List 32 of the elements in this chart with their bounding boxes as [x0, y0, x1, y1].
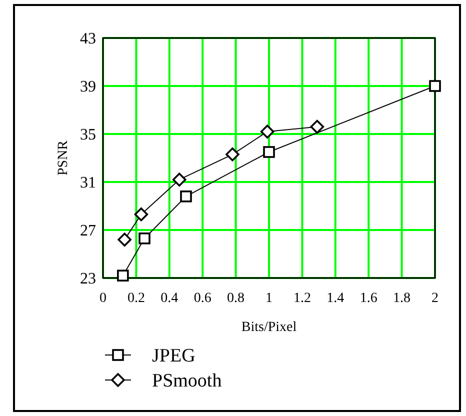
x-tick-label: 0.4 — [160, 291, 178, 306]
y-tick-label: 23 — [80, 270, 96, 288]
point — [310, 120, 324, 134]
point — [260, 124, 274, 138]
x-tick-label: 0.2 — [127, 291, 145, 306]
x-tick-label: 1.6 — [360, 291, 378, 306]
legend-label: PSmooth — [152, 370, 222, 392]
point — [134, 208, 148, 222]
y-tick-label: 35 — [80, 126, 96, 144]
x-tick-label: 0 — [100, 291, 106, 306]
y-tick-label: 31 — [80, 174, 96, 192]
point — [180, 190, 192, 202]
point — [263, 146, 275, 158]
x-tick-label: 0.8 — [227, 291, 245, 306]
y-tick-label: 27 — [80, 222, 96, 240]
x-tick-label: 1.4 — [326, 291, 344, 306]
y-tick-label: 39 — [80, 78, 96, 96]
x-tick-label: 1.8 — [393, 291, 411, 306]
x-tick-label: 0.6 — [194, 291, 212, 306]
legend-label: JPEG — [152, 346, 196, 367]
point — [172, 172, 186, 186]
point — [429, 80, 441, 92]
x-tick-label: 1 — [266, 291, 272, 306]
x-tick-label: 2 — [432, 291, 438, 306]
point — [226, 148, 240, 162]
point — [138, 232, 150, 244]
y-tick-label: 43 — [80, 30, 96, 48]
point — [118, 232, 132, 246]
y-axis-title: PSNR — [56, 140, 71, 176]
point — [117, 270, 129, 282]
x-axis-title: Bits/Pixel — [241, 320, 297, 335]
x-tick-label: 1.2 — [293, 291, 311, 306]
